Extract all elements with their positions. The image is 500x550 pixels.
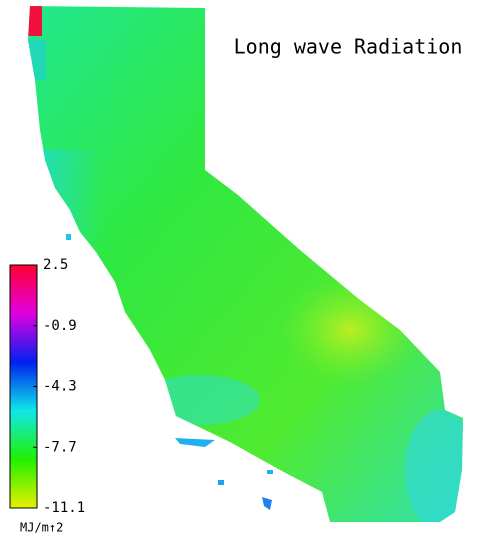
colorbar-fill: [9, 264, 38, 509]
colorbar-unit: MJ/m↑2: [20, 521, 63, 535]
california: [28, 6, 463, 522]
colorbar-tick-label: 2.5: [43, 257, 68, 273]
colorbar-tick-label: -11.1: [43, 500, 85, 516]
colorbar: 2.5 -0.9 -4.3 -7.7 -11.1 MJ/m↑2: [9, 257, 85, 535]
colorbar-tick-label: -0.9: [43, 318, 77, 334]
colorbar-tick-label: -4.3: [43, 379, 77, 395]
colorbar-tick-label: -7.7: [43, 439, 77, 455]
map-title: Long wave Radiation: [234, 35, 463, 59]
